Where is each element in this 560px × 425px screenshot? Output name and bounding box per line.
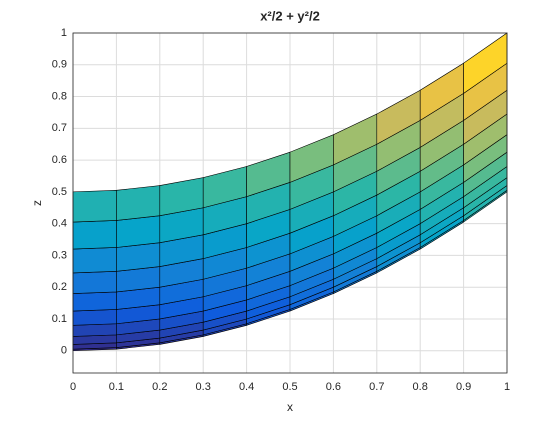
y-tick-label: 0.5 bbox=[52, 186, 67, 198]
y-tick-label: 0.8 bbox=[52, 90, 67, 102]
y-tick-label: 0.6 bbox=[52, 154, 67, 166]
y-tick-label: 0.4 bbox=[52, 218, 67, 230]
x-tick-label: 1 bbox=[504, 381, 510, 393]
axes-box bbox=[72, 32, 508, 374]
y-tick-label: 0.7 bbox=[52, 122, 67, 134]
surface-patch bbox=[72, 271, 117, 294]
surface-patch bbox=[116, 185, 161, 221]
y-axis-label: z bbox=[30, 200, 44, 206]
x-tick-label: 0.9 bbox=[456, 381, 471, 393]
y-tick-label: 0 bbox=[61, 345, 67, 357]
chart-title: x²/2 + y²/2 bbox=[260, 8, 320, 23]
y-tick-label: 1 bbox=[61, 27, 67, 39]
x-tick-label: 0 bbox=[70, 381, 76, 393]
surface-patch bbox=[72, 291, 117, 312]
x-tick-label: 0.5 bbox=[282, 381, 297, 393]
surface-patch bbox=[72, 220, 117, 250]
x-tick-label: 0.3 bbox=[196, 381, 211, 393]
y-tick-label: 0.2 bbox=[52, 281, 67, 293]
x-tick-label: 0.6 bbox=[326, 381, 341, 393]
x-tick-label: 0.1 bbox=[109, 381, 124, 393]
y-tick-label: 0.9 bbox=[52, 59, 67, 71]
surface-patch bbox=[72, 323, 117, 337]
x-tick-label: 0.7 bbox=[369, 381, 384, 393]
surface-patch bbox=[72, 247, 117, 274]
x-tick-label: 0.8 bbox=[413, 381, 428, 393]
x-axis-label: x bbox=[287, 400, 293, 414]
x-tick-label: 0.4 bbox=[239, 381, 254, 393]
y-tick-label: 0.1 bbox=[52, 313, 67, 325]
surface-patch bbox=[116, 215, 161, 248]
surface-patch bbox=[72, 309, 117, 326]
x-tick-label: 0.2 bbox=[152, 381, 167, 393]
surface-patch bbox=[72, 189, 117, 223]
y-tick-label: 0.3 bbox=[52, 249, 67, 261]
